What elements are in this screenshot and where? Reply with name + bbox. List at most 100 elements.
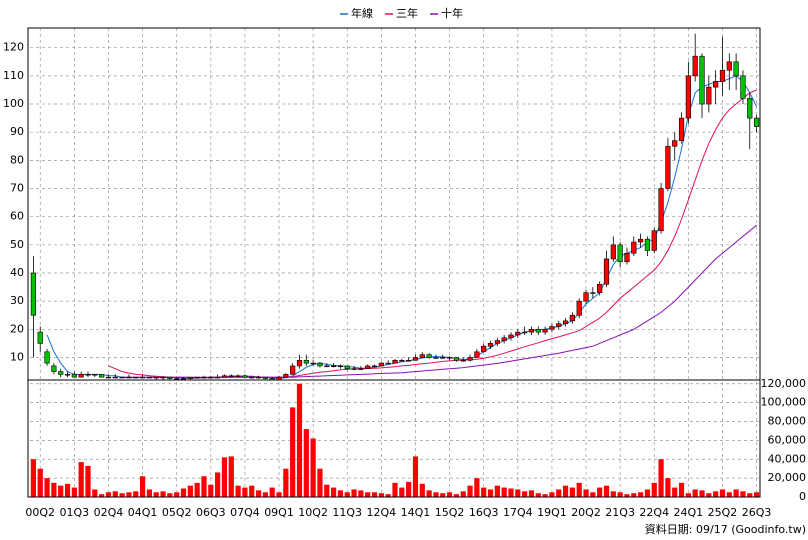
candle-body [174, 378, 180, 380]
volume-bar [412, 456, 419, 497]
y-tick-label: 40 [10, 266, 24, 279]
volume-bar [699, 490, 705, 497]
volume-bar [119, 493, 125, 497]
candle-body [733, 61, 739, 77]
x-tick-label: 12Q4 [367, 506, 397, 519]
volume-bar [269, 487, 275, 497]
volume-bar [180, 488, 187, 497]
x-tick-label: 16Q3 [469, 506, 499, 519]
candle-body [740, 75, 746, 99]
candle-body [262, 376, 268, 379]
volume-bar [638, 492, 644, 497]
volume-bar [522, 491, 528, 497]
candle-body [180, 378, 187, 380]
candle-body [508, 334, 514, 339]
volume-bar [481, 487, 487, 497]
candle-body [651, 230, 657, 251]
candle-body [528, 329, 535, 333]
volume-bar [310, 438, 316, 497]
candle-body [692, 55, 698, 77]
candle-body [658, 188, 664, 232]
volume-bar [747, 493, 753, 497]
volume-bar [174, 492, 180, 497]
volume-bar [569, 487, 575, 497]
candle-body [685, 75, 691, 119]
candle-body [358, 368, 364, 370]
x-tick-label: 05Q2 [162, 506, 192, 519]
volume-bar [337, 490, 344, 497]
candle-body [672, 140, 678, 147]
candle-body [51, 365, 57, 372]
volume-bar [576, 482, 582, 497]
x-tick-label: 15Q2 [435, 506, 465, 519]
volume-bar [535, 493, 541, 497]
y-tick-label: 120 [3, 41, 24, 54]
volume-bar [726, 492, 732, 497]
candle-body [365, 365, 371, 370]
candle-body [631, 241, 637, 254]
candle-body [535, 329, 541, 333]
x-tick-label: 14Q1 [401, 506, 431, 519]
volume-bar [460, 491, 466, 497]
candle-body [706, 86, 712, 105]
volume-bar [446, 492, 453, 497]
y-tick-label: 50 [10, 238, 24, 251]
volume-bar [112, 491, 118, 497]
volume-bar [365, 492, 371, 497]
candle-body [699, 55, 705, 105]
volume-bar [692, 489, 698, 497]
candle-body [283, 374, 289, 378]
candle-body [399, 359, 405, 362]
candle-body [426, 354, 432, 358]
candle-body [406, 359, 412, 362]
candle-body [64, 374, 71, 376]
volume-bar [64, 483, 71, 497]
y-tick-label: 10 [10, 350, 24, 363]
candle-body [201, 376, 207, 379]
candle-body [726, 61, 732, 71]
volume-bar [208, 484, 214, 497]
candle-body [624, 252, 630, 263]
volume-bar [51, 482, 57, 497]
y-tick-label: 30 [10, 294, 24, 307]
y-tick-label: 60 [10, 210, 24, 223]
volume-tick-label: 0 [799, 490, 806, 503]
volume-bar [71, 487, 77, 497]
candle-body [221, 375, 228, 378]
plot-frame [27, 27, 761, 498]
volume-bar [187, 485, 193, 497]
volume-bar [255, 490, 262, 497]
volume-bar [296, 383, 303, 497]
volume-bar [324, 484, 330, 497]
volume-bar [85, 465, 91, 497]
candle-body [446, 357, 453, 359]
volume-bar [78, 462, 84, 497]
volume-bar [160, 491, 166, 497]
candle-body [665, 145, 671, 189]
volume-bar [528, 490, 535, 497]
candle-body [460, 359, 466, 362]
candle-body [385, 362, 391, 365]
candle-body [139, 376, 146, 379]
y-tick-label: 80 [10, 153, 24, 166]
candle-body [678, 117, 685, 141]
candle-body [255, 376, 262, 379]
candle-body [753, 117, 760, 127]
candle-body [378, 362, 384, 367]
volume-bar [603, 485, 610, 497]
candle-body [44, 351, 50, 364]
candle-body [542, 329, 548, 333]
candle-body [37, 331, 43, 344]
volume-bar [242, 487, 248, 497]
volume-bar [685, 493, 691, 497]
candle-body [440, 357, 446, 359]
volume-bar [392, 482, 398, 497]
candle-body [235, 375, 241, 377]
volume-bar [406, 481, 412, 497]
volume-bar [344, 492, 350, 497]
volume-bar [433, 492, 439, 497]
candle-body [453, 357, 460, 361]
candle-body [105, 376, 112, 379]
candle-body [187, 376, 193, 379]
ma-line [46, 75, 758, 379]
